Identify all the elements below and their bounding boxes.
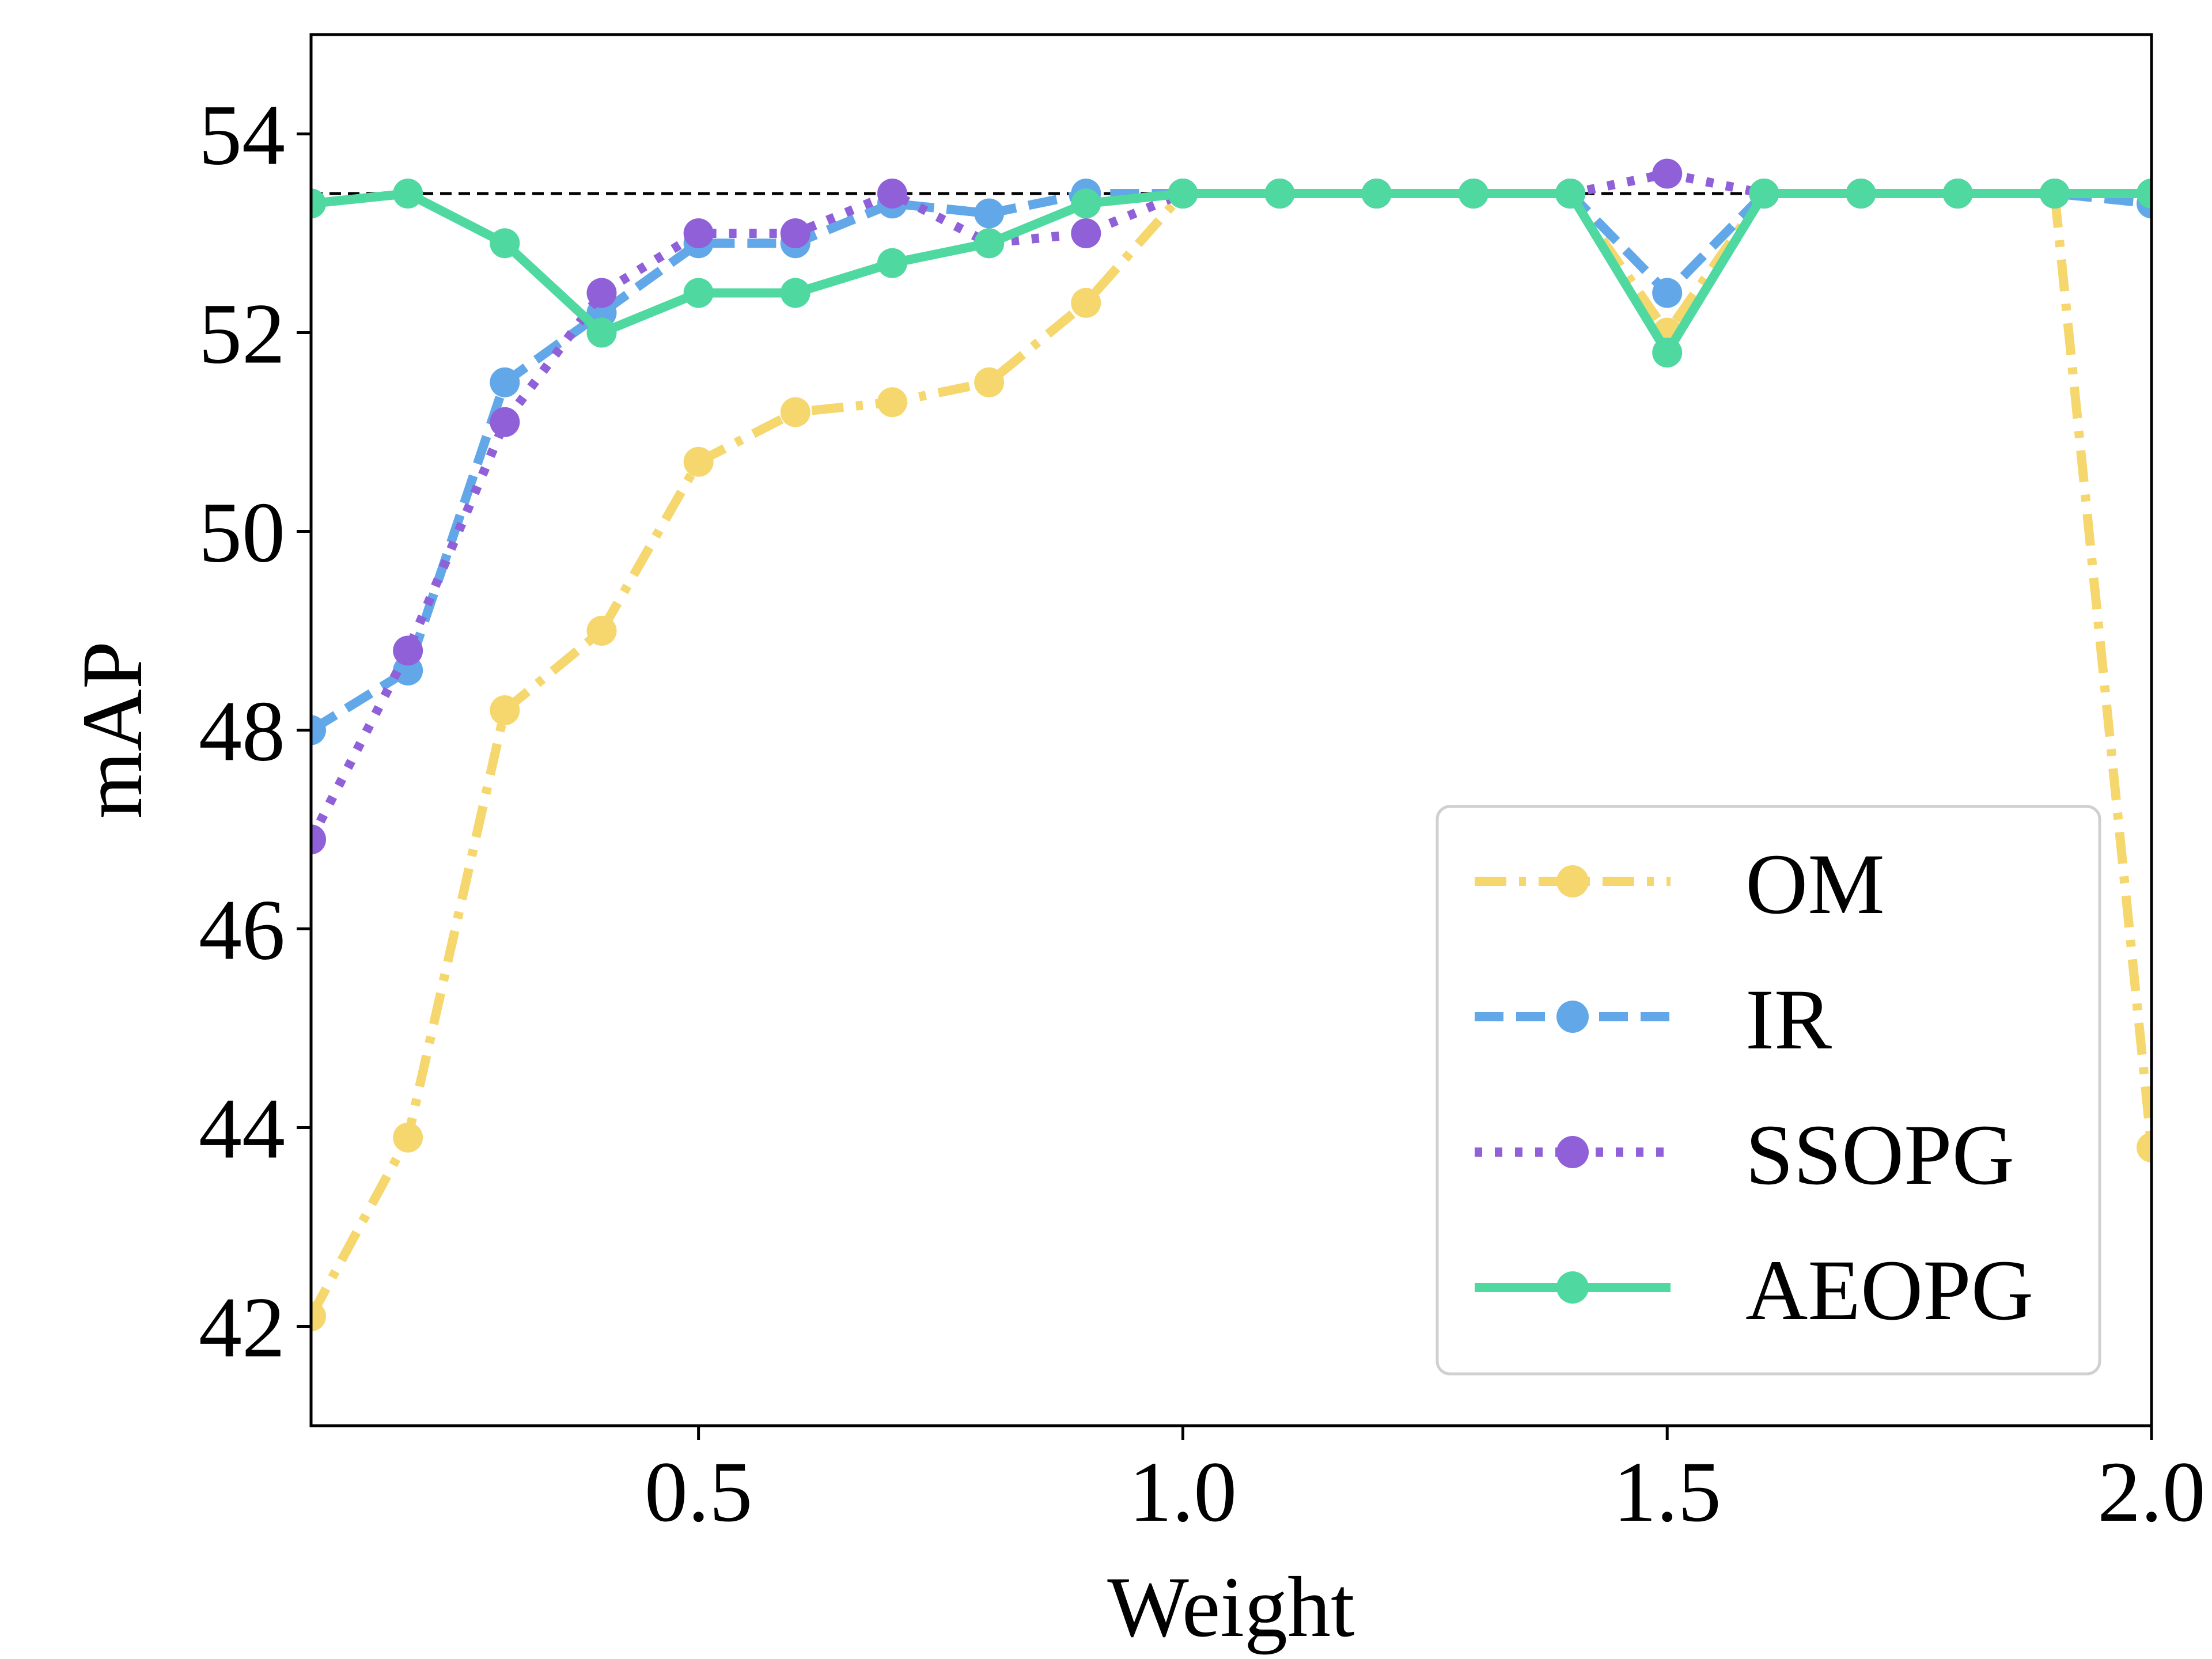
legend-label-ssopg: SSOPG — [1745, 1107, 2014, 1203]
point-ssopg — [780, 218, 810, 248]
y-tick-label: 52 — [199, 286, 285, 382]
point-om — [311, 1301, 326, 1332]
y-tick-label: 46 — [199, 882, 285, 978]
y-tick-label: 42 — [199, 1280, 285, 1376]
point-aeopg — [2137, 179, 2152, 209]
point-aeopg — [780, 278, 810, 308]
plot-frame — [309, 33, 2153, 1427]
point-ssopg — [490, 407, 520, 437]
x-tick-label: 1.5 — [1613, 1444, 1721, 1540]
point-om — [974, 367, 1005, 397]
point-aeopg — [1942, 179, 1973, 209]
legend-label-om: OM — [1745, 836, 1885, 932]
point-om — [2137, 1132, 2152, 1162]
point-ssopg — [311, 824, 326, 855]
y-tick-label: 50 — [199, 485, 285, 581]
point-aeopg — [2039, 179, 2070, 209]
legend-marker-aeopg — [1556, 1271, 1589, 1304]
x-tick-label: 0.5 — [645, 1444, 753, 1540]
legend: OM IR SSOPG AEOPG — [1435, 805, 2101, 1376]
point-aeopg — [1652, 338, 1683, 368]
point-om — [490, 695, 520, 725]
y-tick-label: 48 — [199, 684, 285, 779]
point-ssopg — [1652, 158, 1683, 189]
point-ssopg — [683, 218, 714, 248]
legend-label-aeopg: AEOPG — [1745, 1243, 2033, 1338]
point-om — [1071, 287, 1101, 318]
y-tick-label: 54 — [199, 88, 285, 183]
point-aeopg — [311, 188, 326, 219]
point-aeopg — [490, 228, 520, 259]
legend-item-aeopg: AEOPG — [1475, 1243, 2033, 1338]
x-tick-label: 1.0 — [1129, 1444, 1237, 1540]
point-ssopg — [1071, 218, 1101, 248]
x-tick-label: 2.0 — [2097, 1444, 2206, 1540]
legend-box — [1435, 805, 2101, 1376]
legend-item-ssopg: SSOPG — [1475, 1107, 2014, 1203]
point-ir — [974, 198, 1005, 229]
point-aeopg — [1264, 179, 1295, 209]
axis-layer: 0.5 1.0 1.5 2.0 42 44 46 48 50 52 54 — [199, 88, 2206, 1540]
point-aeopg — [393, 179, 423, 209]
series-line-aeopg — [311, 189, 2152, 357]
series-line-ir — [311, 189, 2152, 734]
point-aeopg — [1361, 179, 1392, 209]
point-aeopg — [877, 248, 907, 278]
legend-item-om: OM — [1475, 836, 1885, 932]
x-axis-label: Weight — [1107, 1559, 1355, 1655]
legend-label-ir: IR — [1745, 972, 1832, 1067]
point-om — [683, 446, 714, 477]
point-om — [780, 397, 810, 427]
point-ir — [490, 367, 520, 397]
point-ssopg — [586, 278, 617, 308]
point-aeopg — [1846, 179, 1876, 209]
point-ssopg — [393, 635, 423, 666]
legend-marker-ir — [1556, 1001, 1589, 1033]
point-aeopg — [586, 317, 617, 348]
point-aeopg — [1749, 179, 1779, 209]
point-om — [877, 387, 907, 418]
series-layer — [311, 158, 2152, 1332]
y-tick-label: 44 — [199, 1081, 285, 1177]
point-aeopg — [974, 228, 1005, 259]
point-aeopg — [683, 278, 714, 308]
point-om — [393, 1122, 423, 1153]
point-om — [586, 616, 617, 646]
y-axis-label: mAP — [65, 641, 160, 819]
series-aeopg — [311, 179, 2152, 368]
point-ssopg — [877, 179, 907, 209]
legend-marker-om — [1556, 865, 1589, 897]
point-ir — [1652, 278, 1683, 308]
point-aeopg — [1071, 188, 1101, 219]
legend-marker-ssopg — [1556, 1136, 1589, 1168]
point-aeopg — [1168, 179, 1198, 209]
legend-item-ir: IR — [1475, 972, 1832, 1067]
point-aeopg — [1555, 179, 1586, 209]
point-ir — [311, 715, 326, 745]
point-aeopg — [1458, 179, 1488, 209]
